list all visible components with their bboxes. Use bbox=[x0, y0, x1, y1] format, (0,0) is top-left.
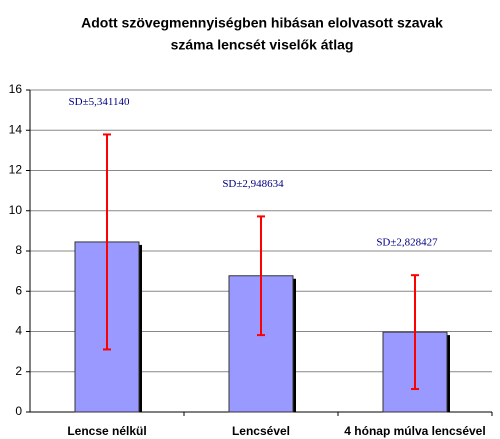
x-tick-label: Lencsével bbox=[232, 424, 290, 438]
y-tick-label: 0 bbox=[15, 404, 22, 418]
chart-title: száma lencsét viselők átlag bbox=[171, 37, 354, 53]
y-tick-label: 8 bbox=[15, 243, 22, 257]
y-tick-label: 14 bbox=[9, 122, 23, 136]
y-tick-label: 2 bbox=[15, 364, 22, 378]
x-tick-label: Lencse nélkül bbox=[67, 424, 146, 438]
x-tick-label: 4 hónap múlva lencsével bbox=[344, 424, 485, 438]
error-label: SD±2,948634 bbox=[222, 178, 284, 190]
y-tick-label: 16 bbox=[9, 82, 23, 96]
error-label: SD±5,341140 bbox=[69, 96, 130, 108]
y-tick-label: 12 bbox=[9, 163, 23, 177]
error-label: SD±2,828427 bbox=[376, 237, 438, 249]
y-tick-label: 6 bbox=[15, 283, 22, 297]
y-tick-label: 4 bbox=[15, 324, 22, 338]
chart-title: Adott szövegmennyiségben hibásan elolvas… bbox=[81, 15, 443, 31]
y-tick-label: 10 bbox=[9, 203, 23, 217]
